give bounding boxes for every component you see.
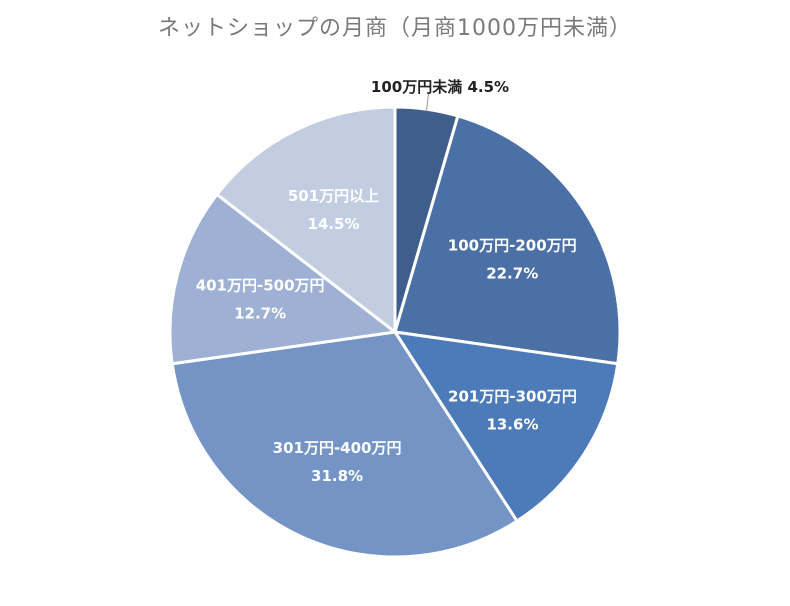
slice-value-label: 13.6% xyxy=(486,415,538,433)
slice-value-label: 31.8% xyxy=(311,467,363,485)
slice-value-label: 14.5% xyxy=(307,215,359,233)
chart-title: ネットショップの月商（月商1000万円未満） xyxy=(158,16,632,41)
slice-category-label: 100万円-200万円 xyxy=(448,236,577,254)
slice-value-label: 22.7% xyxy=(486,264,538,282)
pie-slice xyxy=(393,114,622,366)
slice-category-label: 401万円-500万円 xyxy=(196,276,325,294)
pie-slice xyxy=(170,330,519,559)
slice-label-outside: 100万円未満 4.5% xyxy=(371,78,509,96)
pie-slice xyxy=(215,105,397,334)
slice-category-label: 301万円-400万円 xyxy=(273,439,402,457)
slice-value-label: 12.7% xyxy=(234,304,286,322)
pie-slice xyxy=(393,330,620,523)
pie-slice xyxy=(168,192,397,366)
leader-line xyxy=(425,93,429,112)
slice-category-label: 201万円-300万円 xyxy=(448,387,577,405)
slice-category-label: 501万円以上 xyxy=(288,187,379,205)
